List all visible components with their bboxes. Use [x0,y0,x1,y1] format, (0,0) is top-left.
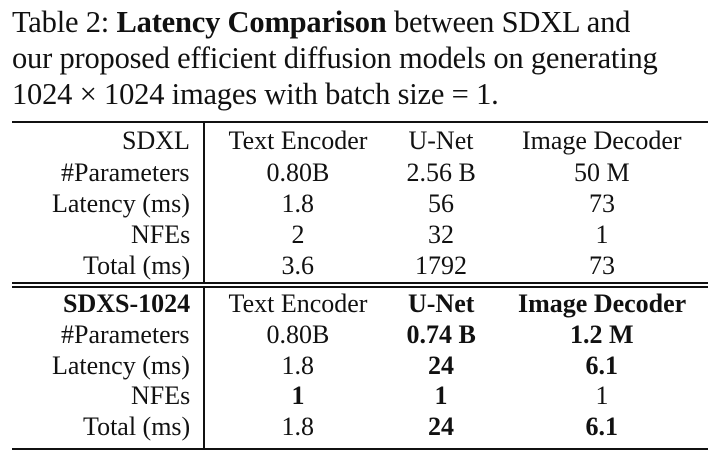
table-cell: 73 [589,251,615,280]
header-cell: Image Decoder [518,289,687,318]
caption-title: Latency Comparison [116,5,387,39]
header-cell: SDXS-1024 [63,289,191,318]
table-cell: 6.1 [585,351,619,380]
table-cell: 56 [428,189,454,218]
table-cell: 1 [291,381,305,410]
table-cell: 73 [589,189,615,218]
table-cell: 24 [428,351,454,380]
mid-rule [12,286,708,288]
table-cell: 0.80B [266,320,330,349]
header-cell: Text Encoder [228,289,368,318]
row-label: #Parameters [61,320,190,349]
caption-line: 1024 × 1024 images with batch size = 1. [12,77,499,111]
table-cell: 6.1 [585,412,619,441]
table-cell: 24 [428,412,454,441]
table-cell: 1.8 [281,412,315,441]
row-label: NFEs [131,220,191,249]
table-cell: 1792 [415,251,467,280]
table-cell: 1 [434,381,448,410]
caption-line: Table 2: Latency Comparison between SDXL… [12,4,630,40]
table-cell: 0.74 B [406,320,476,349]
table-cell: 1 [595,381,609,410]
header-cell: U-Net [408,289,475,318]
header-cell: Text Encoder [228,126,368,155]
table-cell: 1.8 [281,351,315,380]
top-rule [12,121,708,123]
row-label: #Parameters [61,158,190,187]
mid-rule [12,282,708,284]
column-rule [203,123,205,282]
table-cell: 1 [595,220,609,249]
row-label: Total (ms) [83,412,191,441]
table-cell: 2.56 B [406,158,476,187]
bottom-rule [12,448,708,450]
table-cell: 0.80B [266,158,330,187]
header-cell: Image Decoder [522,126,682,155]
header-cell: U-Net [408,126,474,155]
row-label: Latency (ms) [52,189,190,218]
table-cell: 1.2 M [570,320,634,349]
row-label: Latency (ms) [52,351,190,380]
table-cell: 2 [291,220,305,249]
column-rule [203,288,205,448]
header-cell: SDXL [122,126,190,155]
caption-text: between SDXL and [394,5,631,39]
table-cell: 3.6 [281,251,315,280]
caption-line: our proposed efficient diffusion models … [12,41,658,75]
table-cell: 50 M [574,158,630,187]
table-cell: 1.8 [281,189,315,218]
table-cell: 32 [428,220,454,249]
row-label: NFEs [131,381,191,410]
caption-label: Table 2: [12,5,110,39]
row-label: Total (ms) [83,251,191,280]
